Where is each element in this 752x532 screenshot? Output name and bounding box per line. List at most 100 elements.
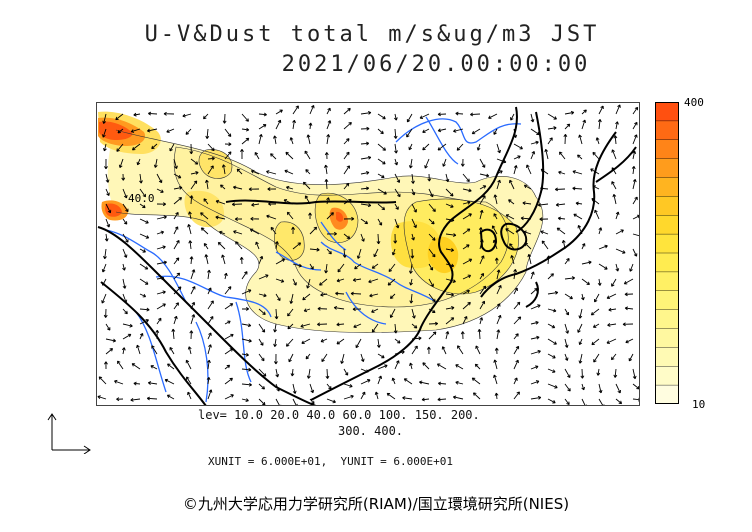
wind-arrow	[258, 255, 264, 265]
wind-arrow	[337, 263, 345, 273]
wind-arrow	[241, 127, 250, 132]
wind-arrow	[445, 317, 455, 325]
wind-arrow	[591, 197, 600, 205]
wind-arrow	[547, 137, 553, 145]
wind-arrow	[343, 182, 350, 190]
wind-arrow	[441, 346, 447, 355]
wind-arrow	[354, 263, 362, 270]
wind-arrow	[139, 319, 149, 325]
wind-arrow	[150, 365, 158, 370]
colorbar-segment	[655, 177, 679, 197]
wind-arrow	[493, 128, 498, 135]
wind-arrow	[173, 211, 179, 220]
wind-arrow	[541, 240, 549, 250]
wind-arrow	[564, 398, 570, 406]
wind-arrow	[171, 328, 176, 340]
wind-arrow	[428, 308, 436, 314]
wind-arrow	[428, 218, 435, 225]
wind-arrow	[105, 173, 110, 183]
wind-arrow	[266, 214, 277, 220]
wind-arrow	[173, 173, 182, 179]
wind-arrow	[453, 128, 464, 133]
wind-arrow	[139, 293, 147, 298]
wind-arrow	[190, 158, 199, 165]
wind-arrow	[222, 113, 227, 124]
wind-arrow	[200, 227, 209, 235]
colorbar-segment	[655, 309, 679, 329]
wind-arrow	[258, 338, 264, 346]
wind-arrow	[389, 293, 396, 299]
wind-arrow	[101, 263, 107, 273]
wind-arrow	[581, 383, 585, 391]
wind-arrow	[598, 383, 603, 394]
wind-arrow	[236, 168, 243, 175]
wind-arrow	[275, 368, 280, 378]
wind-arrow	[615, 104, 621, 115]
wind-arrow	[462, 274, 472, 280]
wind-arrow	[343, 233, 351, 240]
wind-arrow	[309, 383, 315, 394]
wind-arrow	[377, 364, 388, 370]
wind-arrow	[105, 323, 111, 331]
wind-arrow	[207, 287, 212, 295]
wind-arrow	[102, 128, 107, 138]
wind-arrow	[324, 164, 328, 175]
wind-arrow	[173, 158, 178, 169]
wind-arrow	[249, 228, 260, 235]
wind-arrow	[462, 244, 470, 250]
wind-arrow	[572, 186, 583, 191]
wind-arrow	[360, 155, 372, 160]
wind-arrow	[121, 347, 126, 355]
wind-arrow	[105, 348, 114, 355]
wind-arrow	[250, 169, 260, 175]
wind-arrow	[510, 113, 515, 121]
wind-arrow	[494, 257, 499, 265]
wind-arrow	[156, 290, 166, 295]
wind-arrow	[624, 292, 634, 297]
wind-arrow	[611, 149, 617, 160]
wind-arrow	[118, 158, 124, 169]
wind-arrow	[513, 345, 520, 355]
wind-arrow	[117, 360, 124, 370]
wind-arrow	[122, 278, 127, 289]
wind-arrow	[292, 383, 297, 394]
wind-arrow	[139, 188, 147, 198]
wind-arrow	[353, 323, 362, 329]
wind-arrow	[360, 141, 370, 146]
wind-arrow	[615, 398, 623, 405]
wind-arrow	[224, 286, 232, 295]
wind-arrow	[615, 121, 619, 130]
wind-arrow	[122, 188, 128, 199]
wind-arrow	[564, 276, 576, 281]
colorbar	[655, 102, 679, 404]
wind-arrow	[309, 104, 315, 115]
wind-arrow	[558, 170, 566, 175]
wind-arrow	[611, 167, 617, 175]
wind-arrow	[428, 188, 434, 198]
wind-arrow	[156, 173, 163, 184]
wind-arrow	[581, 243, 586, 250]
wind-arrow	[241, 323, 252, 328]
wind-arrow	[241, 289, 252, 295]
wind-arrow	[496, 179, 501, 190]
wind-arrow	[530, 395, 542, 400]
wind-arrow	[300, 323, 311, 328]
wind-arrow	[547, 383, 558, 389]
wind-arrow	[377, 203, 386, 211]
wind-arrow	[200, 212, 209, 220]
wind-arrow	[131, 363, 141, 370]
wind-arrow	[607, 323, 617, 327]
wind-arrow	[371, 323, 379, 333]
wind-arrow	[360, 353, 365, 362]
wind-arrow	[241, 113, 249, 122]
wind-arrow	[462, 213, 472, 220]
wind-arrow	[411, 345, 418, 355]
wind-arrow	[555, 202, 566, 207]
wind-arrow	[530, 320, 539, 325]
wind-arrow	[547, 368, 556, 373]
wind-arrow	[104, 158, 108, 170]
wind-arrow	[547, 398, 556, 404]
wind-arrow	[371, 308, 379, 313]
wind-arrow	[462, 289, 470, 295]
wind-arrow	[492, 239, 498, 250]
